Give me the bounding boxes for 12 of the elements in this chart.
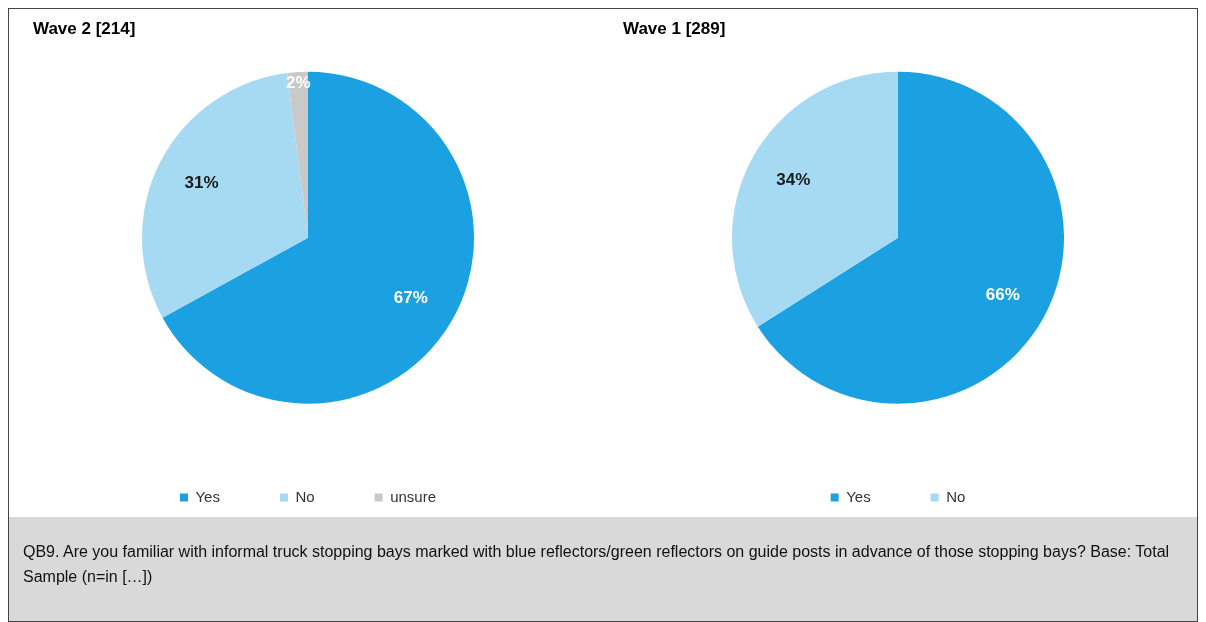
- legend-label: Yes: [846, 487, 871, 505]
- chart-title: Wave 2 [214]: [33, 18, 136, 38]
- data-label: 66%: [985, 284, 1020, 304]
- text: QB9. Are you familiar with informal truck stopping bays marked with blue reflectors/green reflectors on guide posts in advance of those stopping bays? Base: Total Sample (n=in […]): [23, 542, 1171, 587]
- chart-title: Wave 1 [289]: [623, 18, 726, 38]
- legend-label: unsure: [390, 487, 437, 505]
- legend-label: No: [295, 487, 315, 505]
- legend-label: Yes: [195, 487, 220, 505]
- data-label: 31%: [184, 173, 219, 193]
- data-label: 34%: [776, 169, 811, 189]
- legend-label: No: [946, 487, 966, 505]
- data-label: 67%: [393, 288, 428, 308]
